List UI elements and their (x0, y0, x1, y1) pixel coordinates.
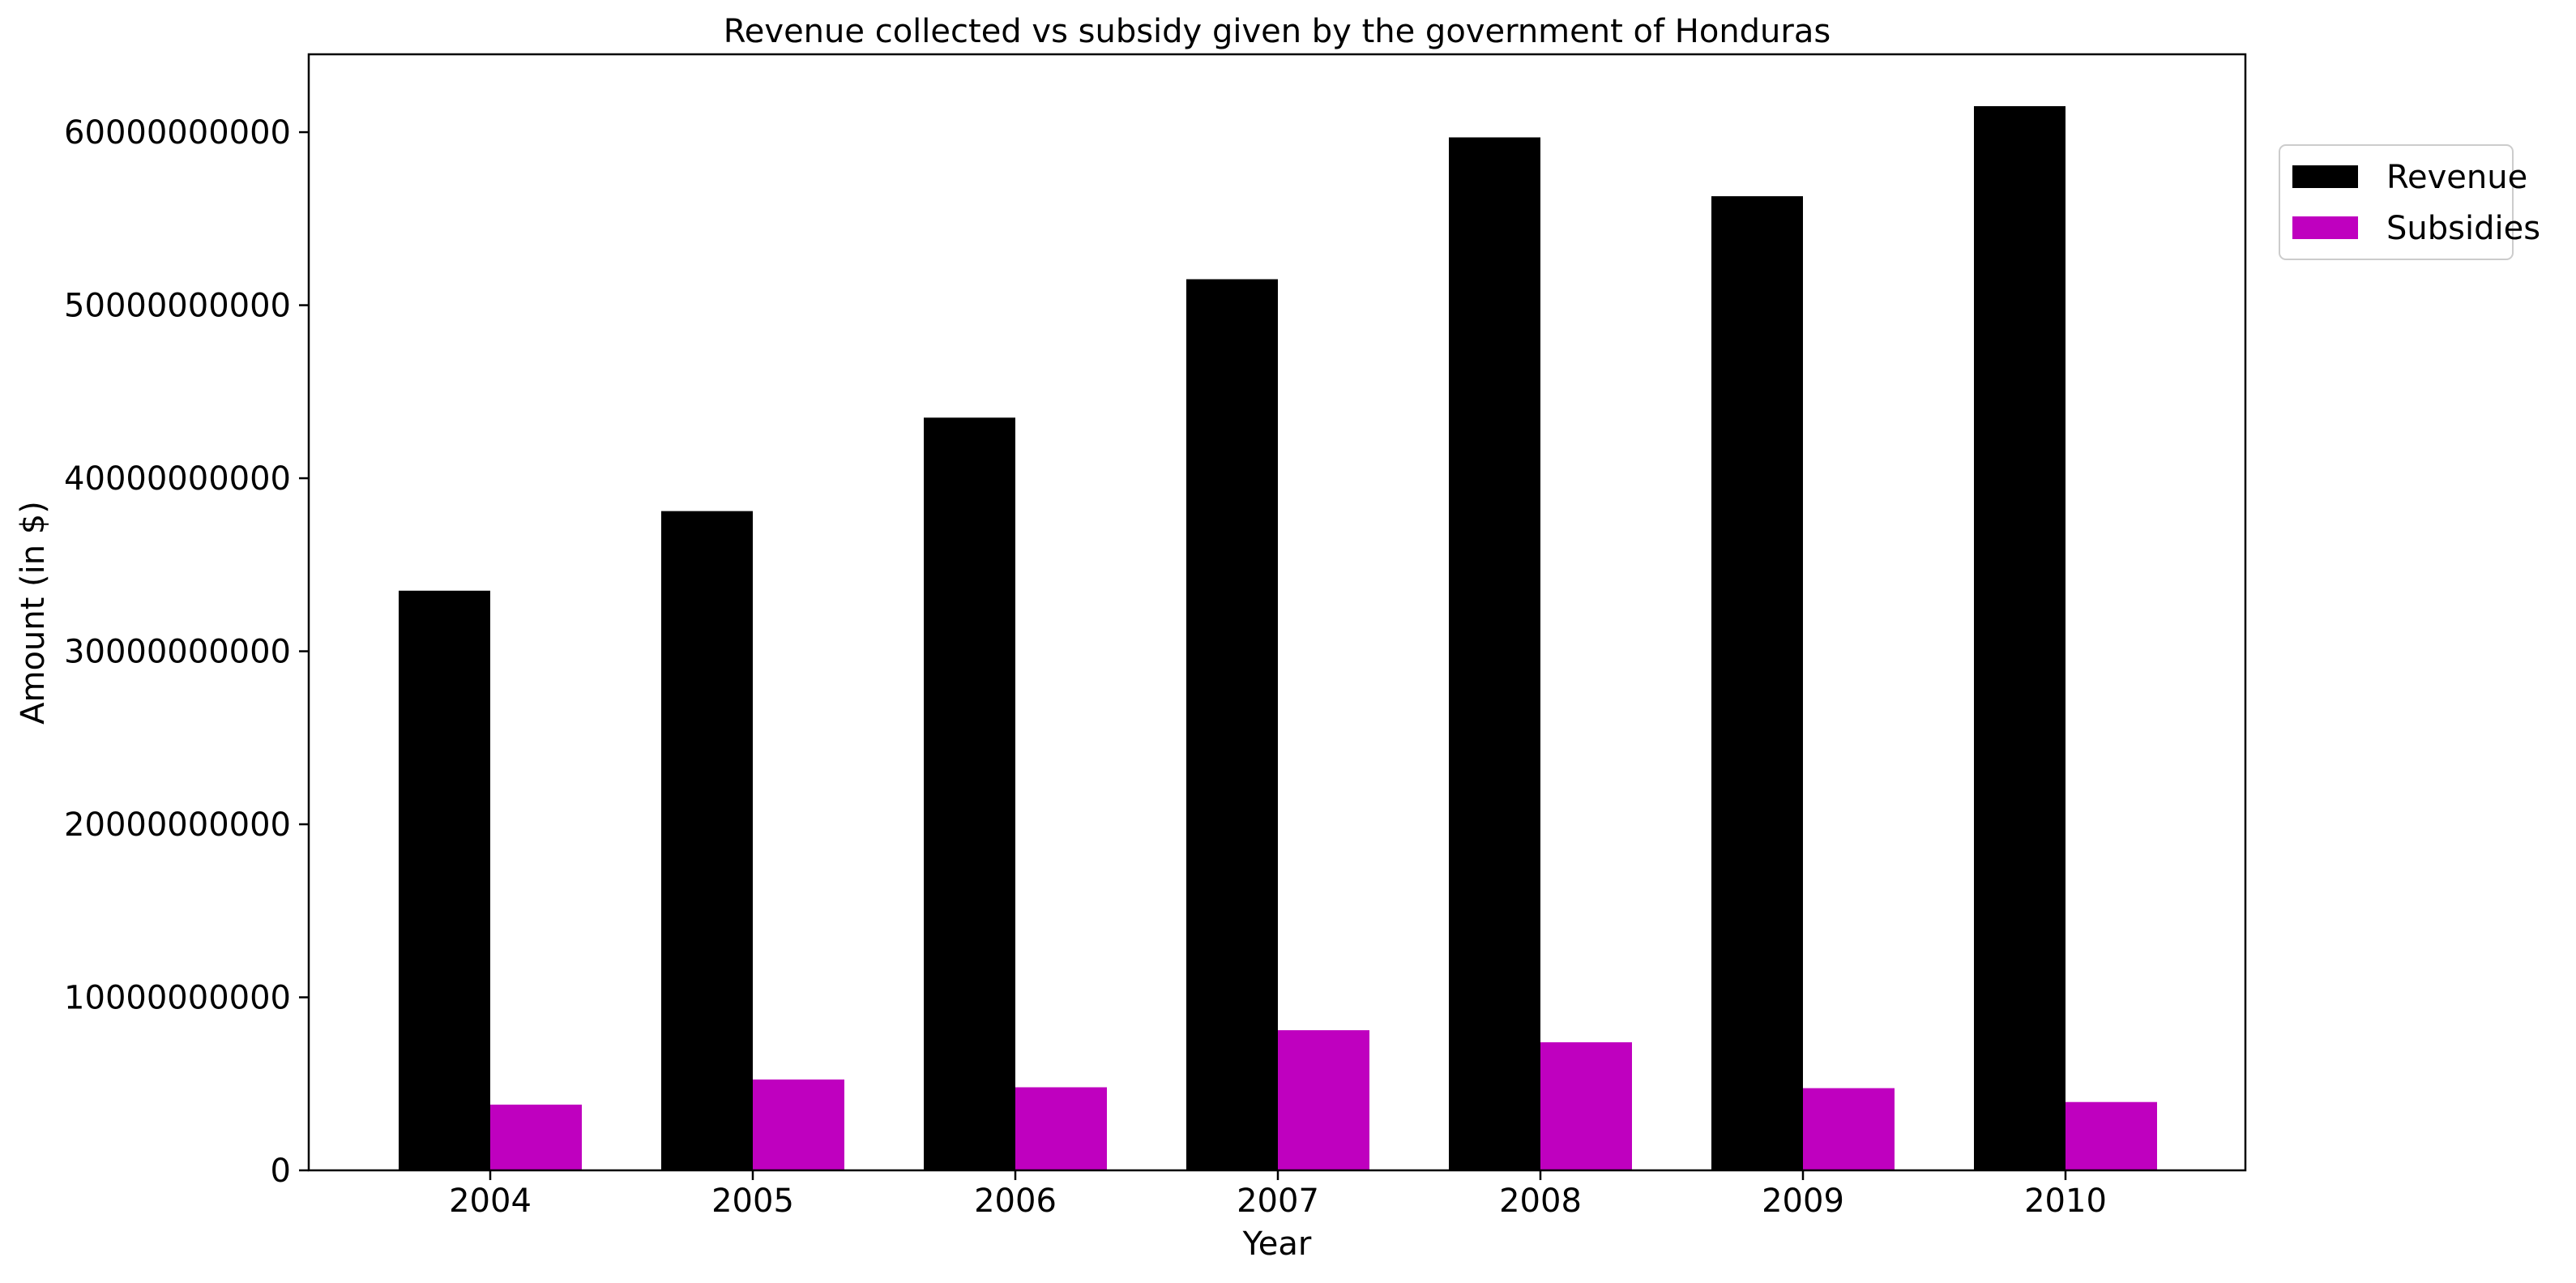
y-tick-label: 60000000000 (64, 114, 291, 152)
y-tick-label: 10000000000 (64, 980, 291, 1017)
legend-swatch-subsidies (2292, 216, 2358, 239)
chart-title: Revenue collected vs subsidy given by th… (724, 13, 1831, 50)
bar-subsidies-2010 (2065, 1101, 2157, 1170)
legend: Revenue Subsidies (2279, 144, 2540, 260)
x-tick-label: 2005 (711, 1182, 794, 1220)
bars-layer (399, 106, 2157, 1171)
bar-subsidies-2004 (490, 1104, 582, 1170)
x-tick-label: 2009 (1762, 1182, 1844, 1220)
bar-revenue-2009 (1711, 196, 1803, 1171)
x-tick-label: 2008 (1499, 1182, 1582, 1220)
y-tick-label: 30000000000 (64, 634, 291, 671)
y-axis-label: Amount (in $) (15, 501, 52, 725)
legend-swatch-revenue (2292, 165, 2358, 188)
x-tick-label: 2004 (449, 1182, 532, 1220)
bar-subsidies-2006 (1015, 1087, 1107, 1170)
y-axis-ticks: 0 10000000000 20000000000 30000000000 400000… (64, 114, 309, 1190)
bar-revenue-2010 (1974, 106, 2065, 1170)
y-tick-label: 40000000000 (64, 460, 291, 498)
bar-revenue-2004 (399, 590, 490, 1170)
legend-label-subsidies: Subsidies (2386, 210, 2540, 247)
bar-revenue-2008 (1449, 137, 1540, 1170)
x-axis-label: Year (1242, 1225, 1312, 1263)
x-tick-label: 2006 (974, 1182, 1057, 1220)
legend-label-revenue: Revenue (2386, 159, 2527, 196)
bar-revenue-2007 (1186, 279, 1278, 1170)
y-tick-label: 50000000000 (64, 288, 291, 325)
y-tick-label: 20000000000 (64, 806, 291, 844)
x-tick-label: 2010 (2024, 1182, 2107, 1220)
bar-revenue-2005 (661, 511, 753, 1170)
bar-subsidies-2009 (1803, 1088, 1895, 1170)
x-tick-label: 2007 (1237, 1182, 1319, 1220)
x-axis-ticks: 2004 2005 2006 2007 2008 2009 2010 (449, 1170, 2107, 1220)
bar-subsidies-2007 (1278, 1030, 1369, 1170)
y-tick-label: 0 (271, 1153, 291, 1190)
bar-subsidies-2008 (1540, 1042, 1632, 1170)
bar-revenue-2006 (924, 417, 1015, 1170)
bar-subsidies-2005 (753, 1079, 844, 1170)
